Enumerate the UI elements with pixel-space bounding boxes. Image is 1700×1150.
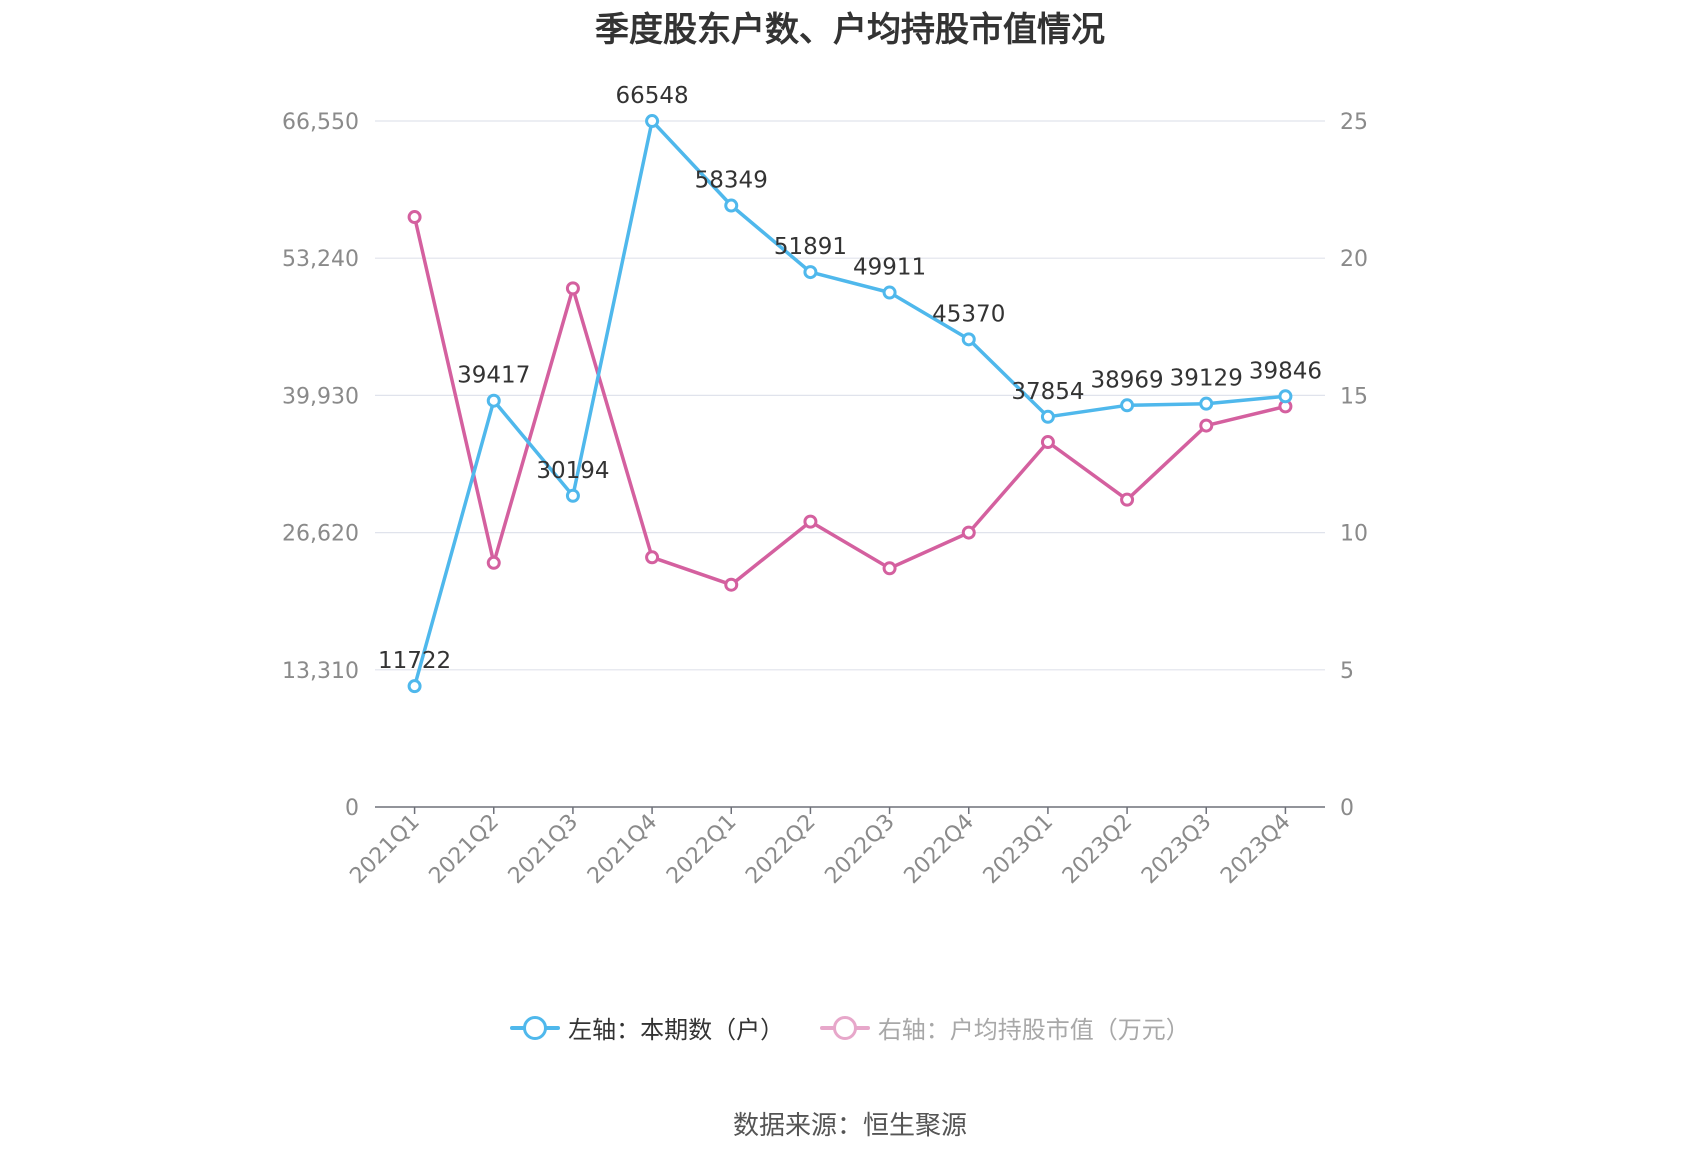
chart-title: 季度股东户数、户均持股市值情况 [595,10,1105,50]
x-axis-tick-label: 2022Q3 [820,810,899,889]
data-label: 37854 [1011,379,1084,405]
data-point[interactable] [407,679,422,694]
data-point[interactable] [724,577,739,592]
data-label: 39417 [457,363,530,389]
x-axis-tick-label: 2023Q1 [979,810,1058,889]
legend-line-circle-icon [510,1015,561,1040]
x-axis-tick-label: 2023Q2 [1058,810,1137,889]
data-label: 58349 [695,168,768,194]
data-label: 51891 [774,234,847,260]
data-point[interactable] [961,525,976,540]
left-axis-tick-label: 66,550 [282,110,359,135]
data-point[interactable] [961,332,976,347]
legend-line-circle-icon [819,1015,870,1040]
data-point[interactable] [1199,418,1214,433]
data-label: 45370 [932,301,1005,327]
x-axis-tick-label: 2021Q1 [345,810,424,889]
data-point[interactable] [1040,409,1055,424]
right-axis-tick-label: 10 [1340,522,1368,547]
legend-item-households[interactable]: 左轴：本期数（户） [510,1010,784,1045]
data-label: 38969 [1090,367,1163,393]
right-axis-tick-label: 5 [1340,659,1354,684]
data-point[interactable] [1199,396,1214,411]
data-point[interactable] [1278,389,1293,404]
data-point[interactable] [565,488,580,503]
left-axis-tick-label: 13,310 [282,659,359,684]
legend-label-households: 左轴：本期数（户） [568,1016,785,1044]
data-point[interactable] [803,514,818,529]
data-label: 66548 [615,83,688,109]
legend-item-avg-market-value[interactable]: 右轴：户均持股市值（万元） [819,1010,1190,1045]
axes: 0 0 13,310 5 26,620 10 39,930 15 53,240 20 66,550 2… [282,110,1368,889]
chart-plot: 0 0 13,310 5 26,620 10 39,930 15 53,240 20 66,550 2… [282,83,1368,889]
data-labels: 11722 39417 30194 66548 58349 518914991145370… [378,83,1322,674]
data-label: 30194 [536,458,609,484]
left-axis-tick-label: 0 [345,796,359,821]
data-point[interactable] [565,281,580,296]
x-axis-tick-label: 2022Q2 [741,810,820,889]
data-point[interactable] [1120,492,1135,507]
data-point[interactable] [407,210,422,225]
data-point[interactable] [803,265,818,280]
data-label: 11722 [378,648,451,674]
data-point[interactable] [882,285,897,300]
x-axis-tick-label: 2023Q4 [1216,810,1295,889]
data-point[interactable] [645,550,660,565]
right-axis-tick-label: 15 [1340,384,1368,409]
data-source: 数据来源：恒生聚源 [732,1111,967,1141]
legend-label-avg-market-value: 右轴：户均持股市值（万元） [877,1016,1190,1044]
series-line-0 [412,119,1286,687]
right-axis-tick-label: 0 [1340,796,1354,821]
x-axis-tick-label: 2021Q3 [504,810,583,889]
left-axis-tick-label: 39,930 [282,384,359,409]
data-point[interactable] [1040,435,1055,450]
series-line-1 [412,216,1286,587]
data-point[interactable] [882,561,897,576]
data-point[interactable] [486,393,501,408]
right-axis-tick-label: 20 [1340,247,1368,272]
left-axis-tick-label: 26,620 [282,522,359,547]
grid-lines [375,120,1325,671]
data-point[interactable] [724,198,739,213]
data-label: 49911 [853,255,926,281]
data-label: 39846 [1249,358,1322,384]
x-axis-tick-label: 2021Q4 [583,810,662,889]
x-axis-tick-label: 2022Q1 [662,810,741,889]
series [407,114,1293,694]
x-axis-tick-label: 2022Q4 [900,810,979,889]
x-axis-tick-label: 2021Q2 [425,810,504,889]
x-axis-tick-label: 2023Q3 [1137,810,1216,889]
data-point[interactable] [1120,398,1135,413]
data-point[interactable] [486,555,501,570]
right-axis-tick-label: 25 [1340,110,1368,135]
data-point[interactable] [645,114,660,129]
left-axis-tick-label: 53,240 [282,247,359,272]
data-label: 39129 [1170,366,1243,392]
legend: 左轴：本期数（户） 右轴：户均持股市值（万元） [0,1010,1700,1046]
